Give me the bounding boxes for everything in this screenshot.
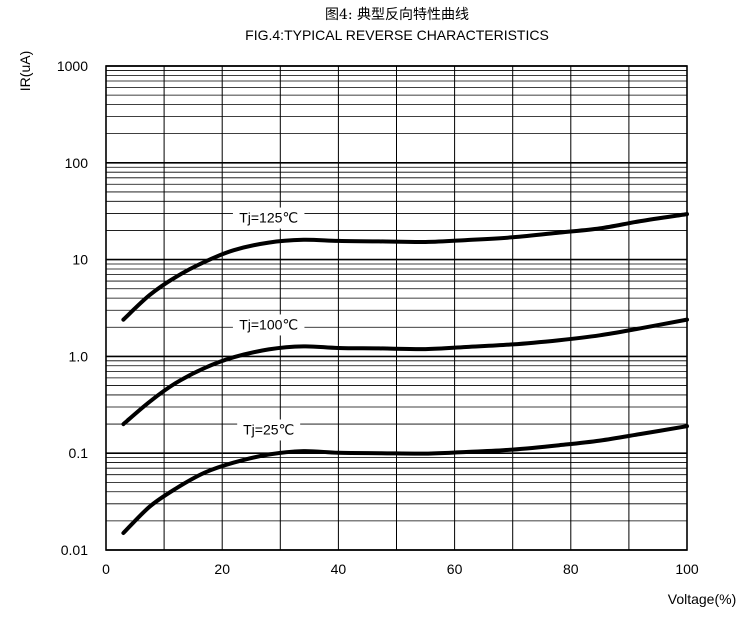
x-axis-label: Voltage(%) <box>668 591 736 607</box>
axis-tick-labels: 0.01 0.1 1.0 10 100 1000 0 20 40 60 80 100 <box>57 58 699 577</box>
series-line <box>121 212 689 322</box>
x-tick-label: 20 <box>214 561 230 577</box>
plot-frame <box>105 65 688 551</box>
series-label-background <box>232 207 305 229</box>
series-labels: Tj=125℃ Tj=100℃ Tj=25℃ <box>232 207 305 441</box>
y-tick-label: 100 <box>65 155 89 171</box>
series-label-background <box>232 314 305 336</box>
y-tick-label: 1.0 <box>69 348 89 364</box>
y-tick-label: 0.1 <box>69 445 89 461</box>
series-line <box>121 317 689 427</box>
x-tick-label: 60 <box>447 561 463 577</box>
x-tick-label: 80 <box>563 561 579 577</box>
series-lines <box>121 212 689 535</box>
series-label: Tj=125℃ <box>239 210 298 226</box>
chart-subtitle: FIG.4:TYPICAL REVERSE CHARACTERISTICS <box>245 27 549 43</box>
y-tick-label: 1000 <box>57 58 88 74</box>
y-axis-label: IR(uA) <box>17 51 33 91</box>
plot-grid <box>105 65 688 551</box>
series-label: Tj=100℃ <box>239 316 298 332</box>
series-line <box>121 424 689 535</box>
series-label-background <box>237 419 301 441</box>
x-tick-label: 0 <box>102 561 110 577</box>
series-label: Tj=25℃ <box>243 421 294 437</box>
y-tick-label: 0.01 <box>61 542 88 558</box>
y-tick-label: 10 <box>72 252 88 268</box>
x-tick-label: 100 <box>675 561 699 577</box>
chart-title: 图4: 典型反向特性曲线 <box>325 7 469 23</box>
x-tick-label: 40 <box>331 561 347 577</box>
